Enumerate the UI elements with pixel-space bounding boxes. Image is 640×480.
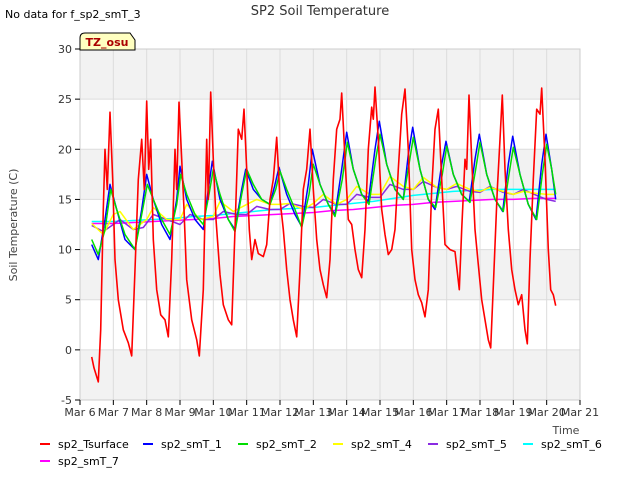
x-tick-label: Mar 12	[261, 406, 299, 419]
y-tick-label: 30	[58, 43, 72, 56]
legend-label: sp2_smT_6	[541, 438, 602, 451]
legend-item-sp2_smT_1: sp2_smT_1	[143, 438, 222, 451]
legend-item-sp2_Tsurface: sp2_Tsurface	[40, 438, 129, 451]
y-tick-label: 25	[58, 93, 72, 106]
y-tick-label: 15	[58, 193, 72, 206]
series-line-sp2_Tsurface	[90, 86, 557, 383]
y-tick-label: 0	[65, 344, 72, 357]
y-tick-label: 10	[58, 244, 72, 257]
no-data-note: No data for f_sp2_smT_3	[5, 8, 141, 21]
legend-item-sp2_smT_5: sp2_smT_5	[428, 438, 507, 451]
y-axis-ticks: -5 0 5 10 15 20 25 30	[58, 43, 80, 407]
legend-label: sp2_smT_5	[446, 438, 507, 451]
x-tick-label: Mar 17	[428, 406, 466, 419]
series-line-sp2_smT_2	[91, 133, 557, 256]
tz-badge-label: TZ_osu	[86, 36, 129, 49]
x-tick-label: Mar 10	[194, 406, 232, 419]
series-line-sp2_smT_4	[91, 175, 556, 236]
series-lines	[90, 86, 557, 383]
legend-label: sp2_Tsurface	[58, 438, 129, 451]
x-tick-label: Mar 19	[494, 406, 532, 419]
plot-background	[80, 49, 580, 400]
x-tick-label: Mar 21	[561, 406, 599, 419]
legend-item-sp2_smT_6: sp2_smT_6	[523, 438, 602, 451]
tz-badge: TZ_osu	[79, 32, 136, 51]
legend-item-sp2_smT_2: sp2_smT_2	[238, 438, 317, 451]
x-tick-label: Mar 9	[164, 406, 195, 419]
x-axis-label: Time	[552, 424, 580, 437]
legend-label: sp2_smT_4	[351, 438, 412, 451]
x-tick-label: Mar 15	[361, 406, 399, 419]
y-tick-label: 20	[58, 143, 72, 156]
x-tick-label: Mar 13	[294, 406, 332, 419]
plot-frame	[79, 48, 581, 401]
legend: sp2_Tsurface sp2_smT_1 sp2_smT_2 sp2_smT_4 s…	[40, 438, 602, 468]
band-25	[80, 49, 580, 100]
x-tick-label: Mar 16	[394, 406, 432, 419]
x-tick-label: Mar 7	[98, 406, 129, 419]
legend-item-sp2_smT_7: sp2_smT_7	[40, 455, 119, 468]
background-bands	[80, 49, 580, 400]
legend-label: sp2_smT_2	[256, 438, 317, 451]
band--5	[80, 349, 580, 400]
x-tick-label: Mar 18	[461, 406, 499, 419]
legend-item-sp2_smT_4: sp2_smT_4	[333, 438, 412, 451]
chart-title: SP2 Soil Temperature	[251, 4, 389, 19]
legend-label: sp2_smT_1	[161, 438, 222, 451]
x-tick-label: Mar 20	[528, 406, 566, 419]
x-tick-label: Mar 11	[228, 406, 266, 419]
x-tick-label: Mar 14	[328, 406, 366, 419]
x-tick-label: Mar 6	[64, 406, 95, 419]
legend-label: sp2_smT_7	[58, 455, 119, 468]
y-tick-label: -5	[61, 394, 72, 407]
y-axis-label: Soil Temperature (C)	[7, 169, 20, 282]
x-tick-label: Mar 8	[131, 406, 162, 419]
y-tick-label: 5	[65, 294, 72, 307]
